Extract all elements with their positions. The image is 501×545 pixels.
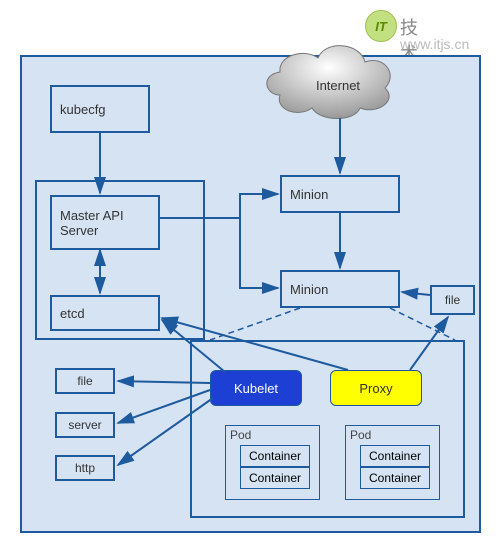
http-label: http xyxy=(75,461,95,475)
etcd-label: etcd xyxy=(60,306,85,321)
file-right-box: file xyxy=(430,285,475,315)
pod2-container2-label: Container xyxy=(369,471,421,485)
file-left-box: file xyxy=(55,368,115,394)
proxy-label: Proxy xyxy=(359,381,392,396)
minion1-label: Minion xyxy=(290,187,328,202)
master-api-box: Master API Server xyxy=(50,195,160,250)
server-box: server xyxy=(55,412,115,438)
http-box: http xyxy=(55,455,115,481)
minion2-box: Minion xyxy=(280,270,400,308)
etcd-box: etcd xyxy=(50,295,160,331)
pod2-container1-label: Container xyxy=(369,449,421,463)
pod1-label: Pod xyxy=(230,428,251,442)
watermark-text2: www.itjs.cn xyxy=(400,36,469,52)
minion1-box: Minion xyxy=(280,175,400,213)
pod1-container2: Container xyxy=(240,467,310,489)
file-right-label: file xyxy=(445,293,460,307)
proxy-box: Proxy xyxy=(330,370,422,406)
pod2-label: Pod xyxy=(350,428,371,442)
master-api-label: Master API Server xyxy=(60,208,124,238)
pod2-container2: Container xyxy=(360,467,430,489)
minion2-label: Minion xyxy=(290,282,328,297)
pod1-container2-label: Container xyxy=(249,471,301,485)
file-left-label: file xyxy=(77,374,92,388)
kubecfg-box: kubecfg xyxy=(50,85,150,133)
diagram-canvas: IT 技术网 www.itjs.cn kubecfg Master API Se… xyxy=(0,0,501,545)
kubelet-label: Kubelet xyxy=(234,381,278,396)
pod2-container1: Container xyxy=(360,445,430,467)
pod1-container1-label: Container xyxy=(249,449,301,463)
watermark-logo: IT xyxy=(365,10,397,42)
server-label: server xyxy=(68,418,101,432)
kubelet-box: Kubelet xyxy=(210,370,302,406)
pod1-container1: Container xyxy=(240,445,310,467)
kubecfg-label: kubecfg xyxy=(60,102,106,117)
